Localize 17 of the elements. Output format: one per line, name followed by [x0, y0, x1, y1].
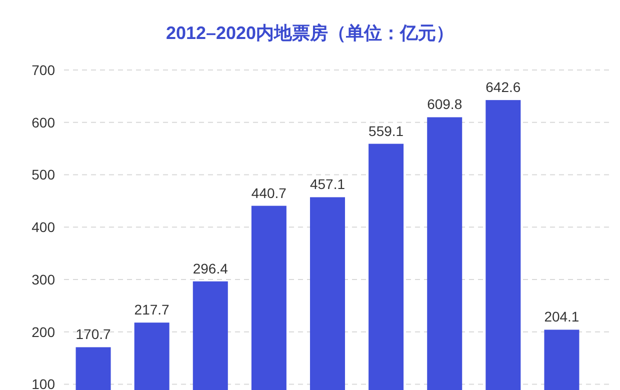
data-label: 217.7: [134, 302, 170, 318]
chart-title: 2012–2020内地票房（单位：亿元）: [166, 23, 454, 43]
y-tick-label: 400: [32, 219, 56, 236]
data-label: 642.6: [486, 79, 521, 96]
data-label: 559.1: [368, 122, 404, 139]
y-tick-label: 300: [32, 271, 56, 288]
data-label: 457.1: [310, 176, 346, 192]
data-label: 204.1: [544, 308, 580, 325]
y-tick-label: 100: [32, 376, 56, 390]
data-label: 609.8: [427, 96, 462, 112]
y-tick-label: 600: [32, 114, 56, 130]
data-label: 296.4: [192, 260, 228, 276]
data-label: 170.7: [76, 326, 111, 342]
y-tick-label: 200: [32, 324, 56, 340]
y-tick-label: 700: [32, 62, 56, 78]
data-label: 440.7: [251, 184, 287, 201]
y-tick-label: 500: [32, 166, 56, 183]
